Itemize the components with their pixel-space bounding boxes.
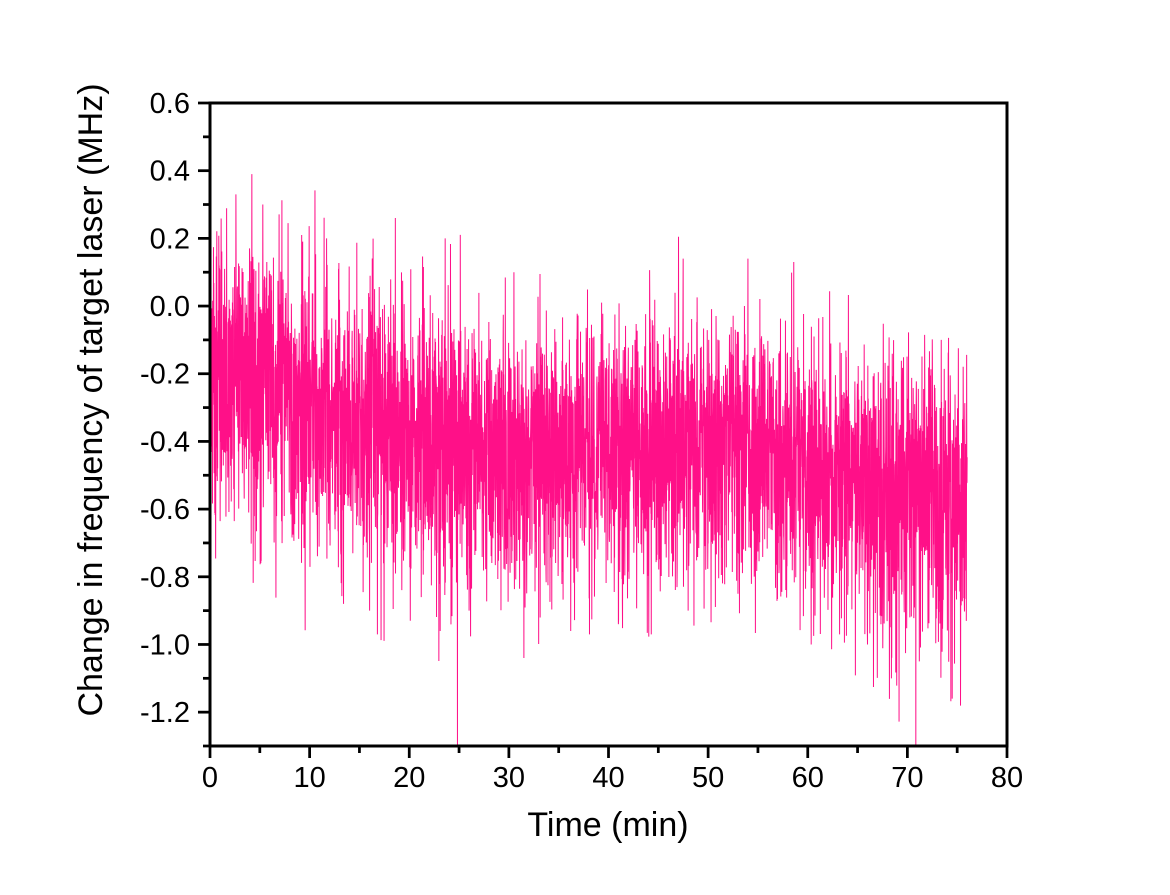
y-tick-label: -0.8	[140, 562, 190, 594]
x-axis-tick-labels: 0 10 20 30 40 50 60 70 80	[202, 762, 1023, 794]
y-tick-label: -0.2	[140, 359, 190, 391]
x-axis-title: Time (min)	[527, 806, 689, 844]
y-tick-label: -0.6	[140, 494, 190, 526]
x-tick-label: 30	[493, 762, 525, 794]
x-tick-label: 40	[592, 762, 624, 794]
data-series	[210, 174, 968, 746]
y-axis-title: Change in frequency of target laser (MHz…	[72, 83, 110, 717]
x-tick-label: 0	[202, 762, 218, 794]
y-tick-label: 0.6	[150, 88, 190, 120]
y-tick-label: -1.2	[140, 697, 190, 729]
data-series-line	[210, 174, 968, 746]
y-axis-ticks	[198, 101, 210, 748]
x-tick-label: 70	[891, 762, 923, 794]
x-tick-label: 20	[393, 762, 425, 794]
y-tick-label: 0.0	[150, 291, 190, 323]
y-axis-tick-labels: 0.6 0.4 0.2 0.0 -0.2 -0.4 -0.6 -0.8 -1.0 -1.2	[140, 88, 190, 729]
x-tick-label: 50	[692, 762, 724, 794]
plot-frame	[208, 101, 1009, 748]
y-tick-label: -1.0	[140, 629, 190, 661]
x-axis-ticks	[208, 746, 1009, 758]
x-tick-label: 60	[792, 762, 824, 794]
y-tick-label: -0.4	[140, 426, 190, 458]
x-tick-label: 80	[991, 762, 1023, 794]
y-tick-label: 0.2	[150, 223, 190, 255]
y-tick-label: 0.4	[150, 156, 190, 188]
x-tick-label: 10	[293, 762, 325, 794]
